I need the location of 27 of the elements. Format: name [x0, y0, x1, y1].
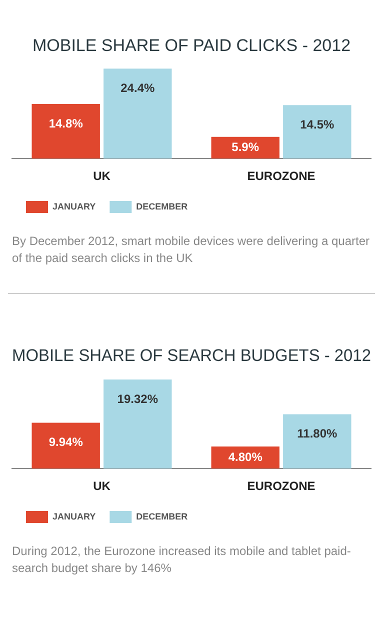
data-label: 24.4%	[120, 80, 155, 95]
bar	[104, 380, 172, 469]
text: During 2012, the Eurozone increased its mobile and tablet paid-search budget share by 146%	[12, 543, 352, 577]
legend-label: JANUARY	[52, 511, 96, 522]
data-label: 14.5%	[300, 117, 334, 132]
data-label: 4.80%	[228, 450, 263, 464]
chart-title: MOBILE SHARE OF SEARCH BUDGETS - 2012	[12, 346, 371, 365]
x-tick-label: UK	[93, 479, 111, 494]
bar	[32, 422, 100, 469]
bar	[211, 136, 280, 159]
data-label: 14.8%	[48, 116, 84, 130]
legend-label: DECEMBER	[136, 201, 188, 212]
bar	[104, 68, 172, 159]
data-label: 11.80%	[297, 426, 338, 441]
text: By December 2012, smart mobile devices were delivering a quarter of the paid search clicks in the UK	[12, 233, 370, 267]
bar	[32, 104, 100, 159]
x-tick-label: EUROZONE	[247, 479, 316, 494]
x-tick-label: UK	[93, 169, 111, 184]
chart-title: MOBILE SHARE OF PAID CLICKS - 2012	[32, 36, 351, 55]
bar	[283, 105, 352, 159]
legend-label: DECEMBER	[136, 511, 188, 522]
x-tick-label: EUROZONE	[247, 169, 316, 184]
data-label: 5.9%	[232, 140, 260, 154]
bar	[283, 414, 352, 469]
data-label: 19.32%	[117, 392, 158, 406]
data-label: 9.94%	[48, 435, 84, 450]
legend-label: JANUARY	[52, 201, 96, 212]
